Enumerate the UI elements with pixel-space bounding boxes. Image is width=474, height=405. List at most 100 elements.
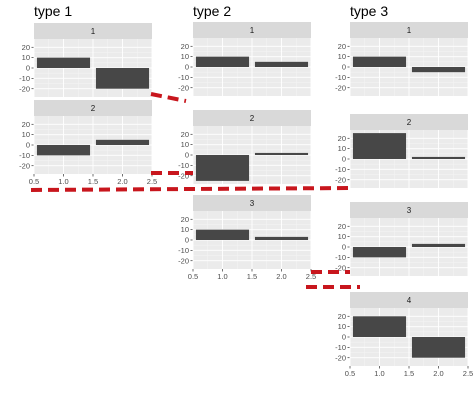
y-tick-label: 0 xyxy=(342,63,346,72)
facet-strip-label: 3 xyxy=(407,206,412,215)
facet-strip xyxy=(350,114,468,130)
y-tick-label: 0 xyxy=(342,333,346,342)
facet-strip-label: 2 xyxy=(91,104,96,113)
y-tick-label: 0 xyxy=(185,151,189,160)
facet-strip-label: 2 xyxy=(407,118,412,127)
x-tick-label: 1.5 xyxy=(404,369,414,378)
y-tick-label: 10 xyxy=(181,140,189,149)
facet-strip-label: 1 xyxy=(250,26,255,35)
bar xyxy=(95,68,150,89)
x-tick-label: 1.0 xyxy=(217,272,227,281)
x-tick-label: 2.5 xyxy=(306,272,316,281)
bar xyxy=(411,243,466,247)
y-tick-label: -10 xyxy=(178,161,189,170)
y-tick-label: 10 xyxy=(181,225,189,234)
y-tick-label: 20 xyxy=(338,134,346,143)
red-dashed-connector xyxy=(150,92,187,103)
bar xyxy=(352,133,407,159)
facet-strip-label: 1 xyxy=(407,26,412,35)
bar xyxy=(195,56,250,67)
y-tick-label: -10 xyxy=(335,343,346,352)
facet-strip-label: 2 xyxy=(250,114,255,123)
bar xyxy=(254,61,309,67)
x-tick-label: 0.5 xyxy=(188,272,198,281)
facet-strip xyxy=(350,292,468,308)
y-tick-label: 0 xyxy=(26,141,30,150)
bar xyxy=(352,316,407,337)
bar xyxy=(36,145,91,156)
facet-strip-label: 3 xyxy=(250,199,255,208)
y-tick-label: -20 xyxy=(335,353,346,362)
x-tick-label: 1.5 xyxy=(88,177,98,186)
group-titles: type 1 type 2 type 3 xyxy=(34,3,388,19)
bar xyxy=(411,337,466,358)
bar xyxy=(195,155,250,181)
group-title-2: type 2 xyxy=(193,3,231,19)
y-tick-label: 10 xyxy=(338,232,346,241)
x-tick-label: 1.0 xyxy=(58,177,68,186)
y-tick-label: 20 xyxy=(338,42,346,51)
y-tick-label: -10 xyxy=(178,246,189,255)
y-tick-label: 10 xyxy=(338,322,346,331)
y-tick-label: -10 xyxy=(335,253,346,262)
y-tick-label: 10 xyxy=(181,52,189,61)
y-tick-label: 0 xyxy=(342,155,346,164)
facet-strip xyxy=(34,23,152,39)
x-tick-label: 1.0 xyxy=(374,369,384,378)
bar xyxy=(352,247,407,258)
red-dashed-connector xyxy=(30,186,352,192)
y-tick-label: 0 xyxy=(185,236,189,245)
y-tick-label: 10 xyxy=(338,144,346,153)
y-tick-label: -20 xyxy=(178,83,189,92)
y-tick-label: 0 xyxy=(342,243,346,252)
facet-strip-label: 1 xyxy=(91,27,96,36)
facet-strip xyxy=(350,22,468,38)
facet-strip xyxy=(193,195,311,211)
bar xyxy=(411,67,466,73)
y-tick-label: 20 xyxy=(181,130,189,139)
x-tick-label: 1.5 xyxy=(247,272,257,281)
y-tick-label: -10 xyxy=(335,165,346,174)
bar xyxy=(95,139,150,145)
facet-strip-label: 4 xyxy=(407,296,412,305)
bar xyxy=(36,57,91,68)
x-tick-label: 2.0 xyxy=(117,177,127,186)
y-tick-label: 0 xyxy=(26,64,30,73)
x-tick-label: 0.5 xyxy=(29,177,39,186)
bar xyxy=(254,236,309,240)
y-tick-label: 10 xyxy=(338,52,346,61)
x-tick-label: 2.5 xyxy=(147,177,157,186)
x-tick-label: 2.0 xyxy=(433,369,443,378)
y-tick-label: 20 xyxy=(338,222,346,231)
y-tick-label: 20 xyxy=(22,120,30,129)
y-tick-label: -20 xyxy=(19,84,30,93)
y-tick-label: -20 xyxy=(335,263,346,272)
facet-strip xyxy=(193,110,311,126)
y-tick-label: -20 xyxy=(335,175,346,184)
x-tick-label: 2.5 xyxy=(463,369,473,378)
y-tick-label: -10 xyxy=(19,151,30,160)
y-tick-label: -10 xyxy=(19,74,30,83)
bar xyxy=(411,156,466,159)
y-tick-label: -20 xyxy=(335,83,346,92)
bar xyxy=(195,229,250,240)
group-title-3: type 3 xyxy=(350,3,388,19)
y-tick-label: 20 xyxy=(181,215,189,224)
facet-strip xyxy=(350,202,468,218)
x-tick-label: 0.5 xyxy=(345,369,355,378)
facet-strip xyxy=(193,22,311,38)
group-title-1: type 1 xyxy=(34,3,72,19)
bar xyxy=(254,152,309,155)
y-tick-label: -10 xyxy=(178,73,189,82)
